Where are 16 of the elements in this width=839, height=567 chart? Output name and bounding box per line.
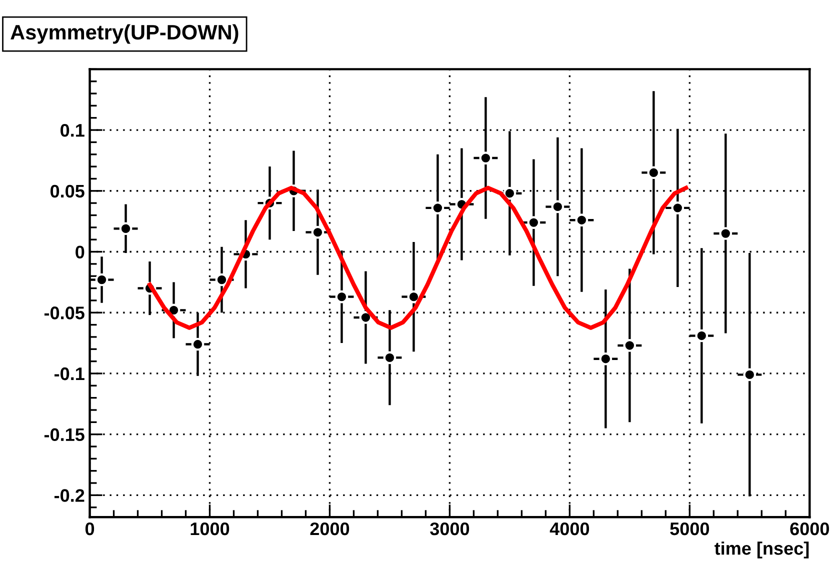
y-tick-label: 0	[76, 246, 84, 258]
y-tick-label: -0.05	[44, 306, 84, 320]
x-axis-title: time [nsec]	[714, 542, 809, 558]
x-tick-label: 5000	[670, 522, 710, 536]
y-tick-label: 0.05	[50, 184, 84, 198]
y-tick-label: -0.2	[54, 489, 84, 502]
y-tick-label: 0.1	[60, 124, 84, 137]
x-tick-label: 4000	[550, 522, 590, 536]
x-tick-label: 3000	[430, 522, 470, 536]
y-tick-label: -0.1	[54, 367, 84, 380]
x-tick-label: 1000	[190, 522, 230, 536]
x-tick-label: 0	[85, 522, 94, 536]
x-tick-label: 2000	[310, 522, 350, 536]
y-tick-label: -0.15	[44, 428, 84, 442]
x-tick-label: 6000	[790, 522, 829, 536]
chart-title: Asymmetry(UP-DOWN)	[10, 24, 238, 44]
